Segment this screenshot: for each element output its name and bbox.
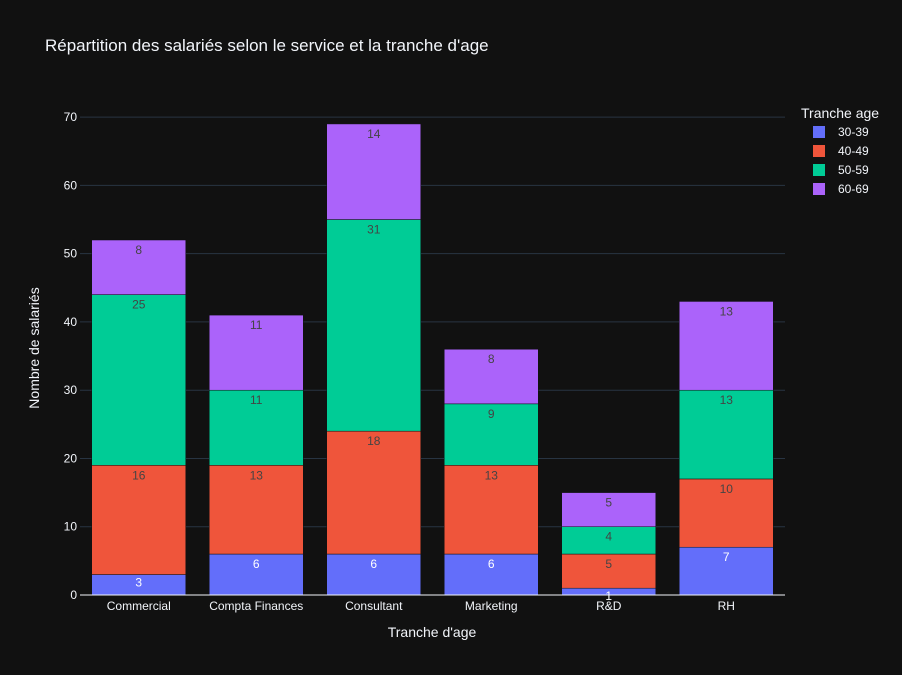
data-label: 14	[367, 127, 381, 141]
bar-segment[interactable]	[444, 553, 539, 596]
data-label: 3	[135, 576, 142, 590]
data-label: 13	[720, 304, 734, 318]
y-tick-label: 10	[64, 520, 78, 534]
data-label: 10	[720, 482, 734, 496]
data-label: 8	[488, 352, 495, 366]
data-label: 25	[132, 298, 146, 312]
y-axis-title: Nombre de salariés	[26, 287, 42, 408]
bar-segment[interactable]	[91, 465, 186, 575]
x-tick-label: Commercial	[107, 599, 171, 613]
data-label: 6	[488, 557, 495, 571]
bar-segment[interactable]	[326, 553, 421, 596]
bar-segment[interactable]	[679, 546, 774, 596]
y-tick-label: 30	[64, 383, 78, 397]
bar-segment[interactable]	[444, 348, 539, 405]
data-label: 13	[250, 468, 264, 482]
bar-segment[interactable]	[679, 478, 774, 548]
x-tick-label: Marketing	[465, 599, 518, 613]
grid-lines	[80, 116, 785, 528]
y-tick-label: 40	[64, 315, 78, 329]
bar-segment[interactable]	[209, 389, 304, 466]
legend-item-label[interactable]: 40-49	[838, 144, 869, 158]
bar-segment[interactable]	[91, 294, 186, 466]
x-tick-label: R&D	[596, 599, 622, 613]
bars[interactable]	[91, 123, 774, 596]
y-tick-label: 0	[70, 588, 77, 602]
bar-segment[interactable]	[561, 492, 656, 527]
legend-item-label[interactable]: 60-69	[838, 182, 869, 196]
data-label: 13	[720, 393, 734, 407]
bar-segment[interactable]	[209, 465, 304, 555]
bar-segment[interactable]	[326, 219, 421, 432]
x-axis-title: Tranche d'age	[388, 624, 477, 640]
data-label: 1	[605, 589, 612, 603]
legend-item-label[interactable]: 50-59	[838, 163, 869, 177]
x-tick-label: Compta Finances	[209, 599, 303, 613]
legend-item-label[interactable]: 30-39	[838, 125, 869, 139]
bar-segment[interactable]	[679, 389, 774, 480]
bar-segment[interactable]	[91, 239, 186, 295]
chart-title: Répartition des salariés selon le servic…	[45, 36, 489, 55]
x-tick-label: Consultant	[345, 599, 403, 613]
data-label: 18	[367, 434, 381, 448]
data-label: 9	[488, 407, 495, 421]
data-label: 5	[605, 496, 612, 510]
x-axis-ticks: Commercial Compta Finances Consultant Marke…	[107, 599, 735, 613]
data-label: 6	[370, 557, 377, 571]
legend[interactable]: Tranche age 30-39 40-49 50-59 60-69	[801, 105, 879, 196]
y-tick-label: 50	[64, 247, 78, 261]
bar-segment[interactable]	[209, 314, 304, 391]
data-label: 13	[485, 468, 499, 482]
legend-swatch[interactable]	[813, 164, 825, 176]
data-label: 8	[135, 243, 142, 257]
y-tick-label: 20	[64, 451, 78, 465]
data-label: 11	[250, 318, 263, 332]
bar-labels: 3 16 25 8 6 13 11 11 6 18 31 14 6 13 9 8 1 5 4 5 7 10 13 13	[132, 127, 733, 603]
legend-swatch[interactable]	[813, 183, 825, 195]
y-axis-ticks: 0 10 20 30 40 50 60 70	[64, 110, 78, 602]
data-label: 16	[132, 468, 146, 482]
y-tick-label: 70	[64, 110, 78, 124]
bar-segment[interactable]	[679, 301, 774, 391]
data-label: 7	[723, 550, 730, 564]
bar-segment[interactable]	[326, 430, 421, 555]
data-label: 31	[367, 223, 381, 237]
data-label: 5	[605, 557, 612, 571]
bar-segment[interactable]	[444, 403, 539, 466]
legend-swatch[interactable]	[813, 145, 825, 157]
bar-segment[interactable]	[326, 123, 421, 220]
y-tick-label: 60	[64, 178, 78, 192]
bar-segment[interactable]	[444, 465, 539, 555]
legend-title: Tranche age	[801, 105, 879, 121]
data-label: 4	[605, 530, 612, 544]
bar-segment[interactable]	[561, 526, 656, 555]
x-tick-label: RH	[718, 599, 735, 613]
data-label: 11	[250, 393, 263, 407]
data-label: 6	[253, 557, 260, 571]
legend-swatch[interactable]	[813, 126, 825, 138]
